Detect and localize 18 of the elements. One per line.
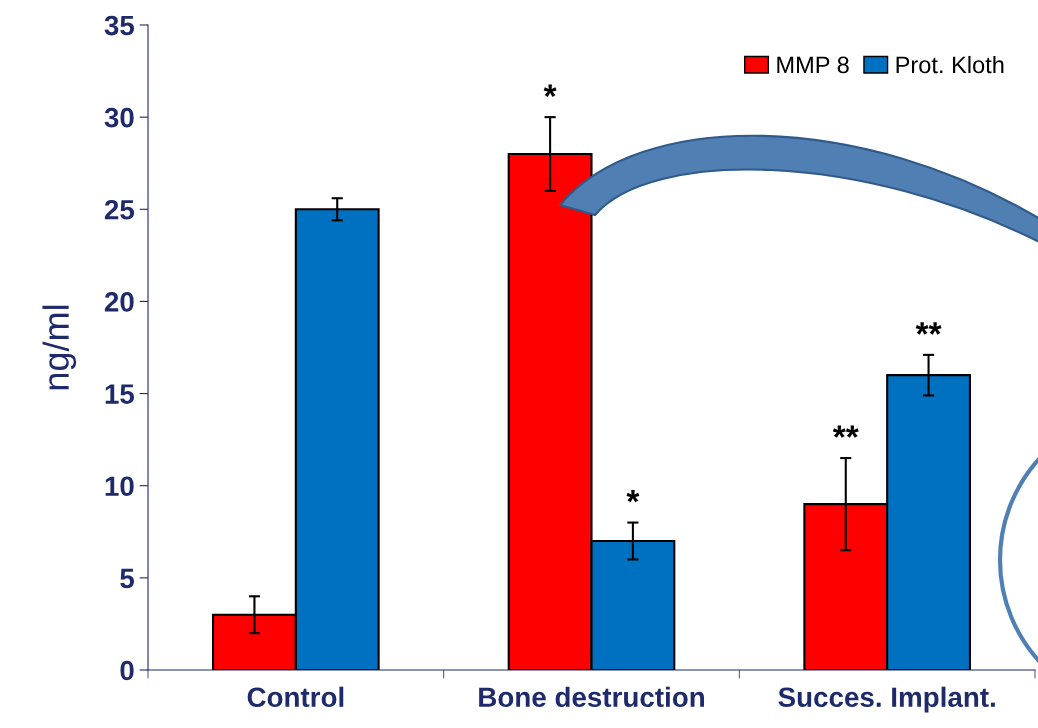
annotation: **: [832, 425, 859, 438]
annotation: **: [915, 322, 942, 335]
x-tick-label: Succes. Implant.: [778, 686, 995, 713]
legend-label: MMP 8: [777, 56, 849, 74]
y-tick-label: 30: [104, 107, 134, 128]
annotation: *: [543, 84, 557, 97]
legend-label: Prot. Kloth: [896, 55, 1004, 74]
y-tick-label: 35: [104, 15, 135, 36]
y-tick-label: 10: [105, 476, 134, 497]
x-tick-label: Bone destruction: [479, 686, 704, 708]
y-tick-label: 0: [120, 660, 134, 681]
y-tick-label: 5: [120, 568, 135, 589]
y-tick-label: 20: [104, 292, 134, 312]
x-tick-label: Control: [247, 686, 344, 708]
y-tick-label: 25: [104, 199, 135, 220]
y-tick-label: 15: [105, 384, 135, 404]
annotation: *: [626, 489, 640, 503]
y-axis-title: ng/ml: [42, 305, 77, 390]
